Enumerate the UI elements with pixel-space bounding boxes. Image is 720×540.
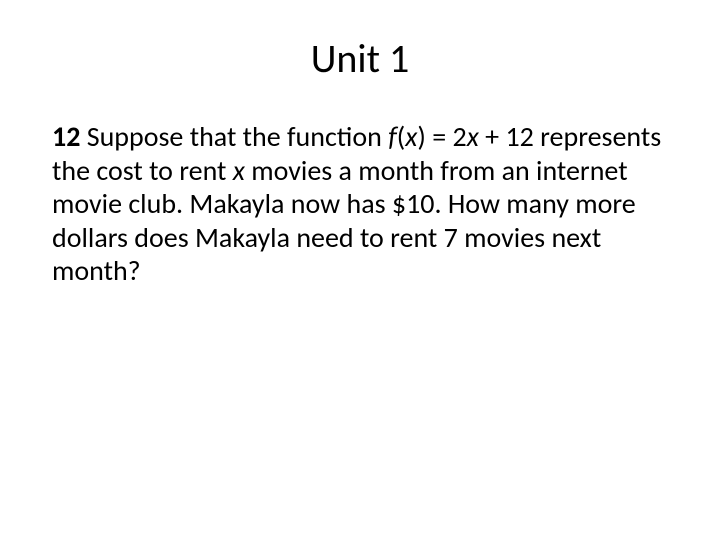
question-text: 12 Suppose that the function f(x) = 2x +… <box>52 120 668 288</box>
text-segment: ) = 2 <box>417 119 466 154</box>
function-f: f <box>388 119 397 154</box>
text-segment: ( <box>397 119 406 154</box>
variable-x: x <box>233 153 245 188</box>
text-segment: Suppose that the function <box>80 119 388 154</box>
slide-title: Unit 1 <box>0 34 720 83</box>
variable-x: x <box>467 119 479 154</box>
question-number: 12 <box>52 119 80 154</box>
variable-x: x <box>405 119 417 154</box>
slide: Unit 1 12 Suppose that the function f(x)… <box>0 0 720 540</box>
